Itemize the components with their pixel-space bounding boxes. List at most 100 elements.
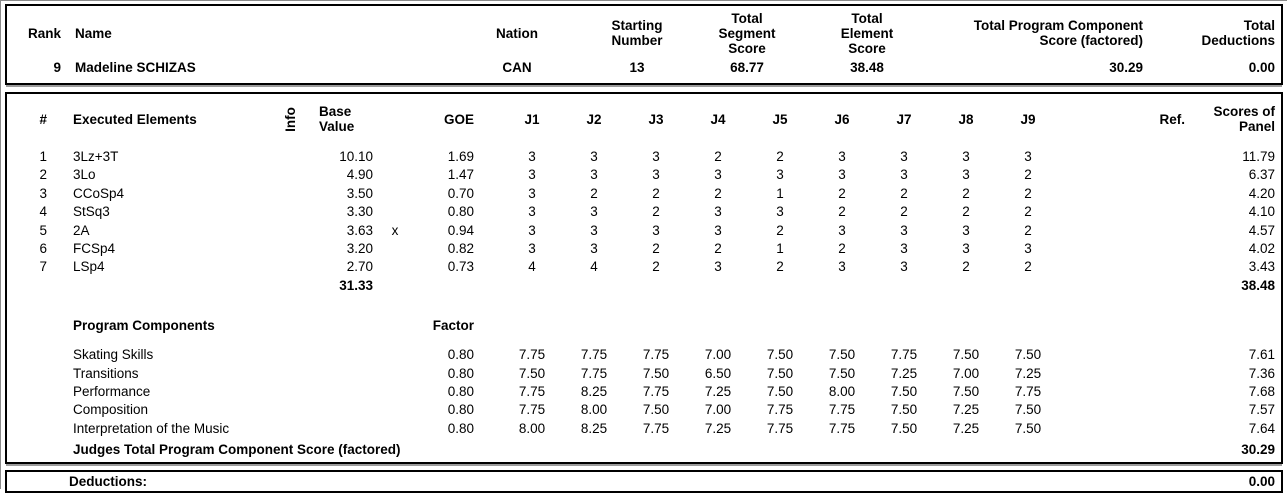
judge-score-j6: 8.00	[828, 384, 856, 400]
factor-header: Factor	[432, 318, 474, 334]
element-info	[265, 203, 315, 221]
deductions-box: Deductions: 0.00	[5, 470, 1283, 493]
judge-header: J5	[772, 111, 788, 127]
judge-score-j3: 2	[652, 241, 660, 257]
element-number: 6	[39, 241, 47, 257]
judge-score-j6: 7.75	[828, 402, 856, 418]
judges-details-box: # Executed Elements Info Base Value GOE …	[5, 92, 1283, 465]
executed-elements-header: Executed Elements	[73, 111, 197, 127]
component-row-spacer	[7, 401, 55, 419]
element-goe: 0.70	[447, 185, 474, 201]
judge-score-j4: 3	[714, 204, 722, 220]
component-name: Performance	[73, 384, 151, 400]
judge-score-j7: 3	[900, 167, 908, 183]
component-panel-score: 7.36	[1248, 365, 1275, 381]
element-goe: 0.73	[447, 259, 474, 275]
element-info	[265, 222, 315, 240]
judge-score-j9: 2	[1024, 185, 1032, 201]
pcs-factored-header: Total Program Component Score (factored)	[973, 18, 1143, 48]
component-panel-score: 7.64	[1248, 420, 1275, 436]
component-info-spacer	[265, 346, 315, 364]
judge-score-j8: 3	[962, 167, 970, 183]
component-name: Transitions	[73, 365, 139, 381]
element-name: FCSp4	[73, 241, 116, 257]
component-row: Interpretation of the Music 0.80 8.00 8.…	[7, 420, 1281, 438]
judge-score-j1: 3	[528, 204, 536, 220]
judge-score-j6: 2	[838, 185, 846, 201]
judge-score-j3: 7.75	[642, 347, 670, 363]
program-components-rows: Skating Skills 0.80 7.75 7.75 7.75 7.00 …	[7, 346, 1281, 438]
judge-score-j5: 1	[776, 241, 784, 257]
column-gap	[477, 401, 501, 419]
component-row-spacer	[7, 420, 55, 438]
element-info	[265, 166, 315, 184]
judge-score-j6: 7.50	[828, 365, 856, 381]
judge-score-j7: 7.75	[890, 347, 918, 363]
judge-score-j6: 3	[838, 167, 846, 183]
result-summary-box: Rank Name Nation Starting Number Total S…	[5, 4, 1283, 85]
scores-of-panel-header: Scores of Panel	[1213, 104, 1275, 134]
element-number: 5	[39, 222, 47, 238]
judge-score-j9: 2	[1024, 259, 1032, 275]
judges-total-pcs-value: 30.29	[1241, 442, 1275, 458]
element-number: 1	[39, 149, 47, 164]
column-gap	[477, 258, 501, 276]
component-bv-spacer	[315, 420, 375, 438]
element-name: 3Lz+3T	[73, 149, 119, 164]
element-ref	[1059, 240, 1189, 258]
starting-number-header: Starting Number	[611, 18, 663, 48]
judge-score-j5: 1	[776, 185, 784, 201]
judge-score-j2: 7.75	[580, 365, 608, 381]
judge-score-j8: 7.25	[952, 420, 980, 436]
component-factor: 0.80	[447, 384, 474, 400]
deductions-label: Deductions:	[69, 474, 148, 490]
element-panel-score: 11.79	[1242, 149, 1275, 164]
judge-score-j9: 7.50	[1014, 420, 1042, 436]
judge-score-j4: 7.00	[704, 402, 732, 418]
base-value-header: Base Value	[319, 104, 355, 134]
goe-header: GOE	[443, 111, 474, 127]
component-panel-score: 7.68	[1248, 384, 1275, 400]
judge-score-j1: 7.75	[518, 384, 546, 400]
judge-score-j4: 7.25	[704, 384, 732, 400]
element-goe: 0.94	[447, 222, 474, 238]
judge-score-j7: 7.25	[890, 365, 918, 381]
judge-score-j1: 3	[528, 167, 536, 183]
nation-header: Nation	[496, 25, 538, 41]
column-gap	[477, 383, 501, 401]
element-goe: 1.47	[447, 167, 474, 183]
element-ref	[1059, 166, 1189, 184]
judge-score-j6: 3	[838, 222, 846, 238]
judge-score-j6: 2	[838, 204, 846, 220]
component-x-spacer	[375, 383, 415, 401]
info-header-rotated: Info	[282, 106, 298, 132]
judge-score-j2: 3	[590, 241, 598, 257]
judge-score-j9: 2	[1024, 167, 1032, 183]
element-ref	[1059, 185, 1189, 203]
judge-score-j4: 3	[714, 222, 722, 238]
component-bv-spacer	[315, 346, 375, 364]
judge-score-j8: 2	[962, 185, 970, 201]
judge-score-j7: 7.50	[890, 420, 918, 436]
judge-score-j1: 8.00	[518, 420, 546, 436]
judge-score-j7: 3	[900, 259, 908, 275]
column-gap	[477, 203, 501, 221]
column-gap	[477, 420, 501, 438]
component-factor: 0.80	[447, 365, 474, 381]
judge-score-j5: 3	[776, 167, 784, 183]
judge-score-j1: 7.50	[518, 365, 546, 381]
column-gap	[477, 346, 501, 364]
component-factor: 0.80	[447, 402, 474, 418]
judge-score-j9: 7.25	[1014, 365, 1042, 381]
judge-score-j3: 2	[652, 185, 660, 201]
element-credit-marker	[375, 185, 415, 203]
starting-number-value: 13	[629, 60, 645, 75]
judge-score-j7: 7.50	[890, 402, 918, 418]
judge-score-j5: 3	[776, 204, 784, 220]
component-x-spacer	[375, 401, 415, 419]
judge-score-j5: 2	[776, 149, 784, 164]
element-row: 5 2A 3.63 x 0.94 3 3 3 3 2 3 3 3 2	[7, 222, 1281, 240]
judge-score-j1: 3	[528, 222, 536, 238]
pcs-factored-value: 30.29	[1109, 60, 1143, 75]
